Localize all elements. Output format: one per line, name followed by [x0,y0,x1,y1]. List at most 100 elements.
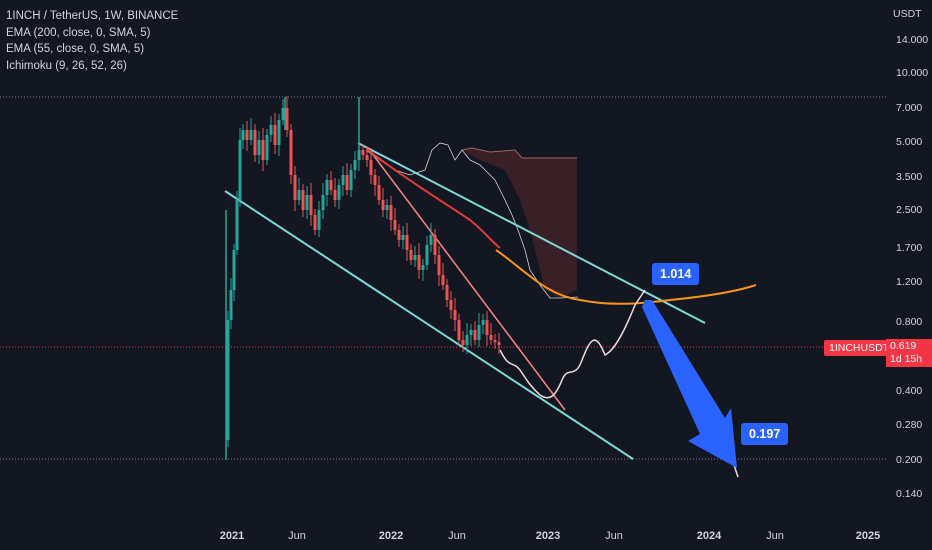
candles [225,96,501,460]
candle-body [313,215,317,230]
candle-body [445,285,449,300]
candle-body [473,330,477,340]
price-tick-label: 0.200 [896,454,923,466]
price-tick-label: 0.280 [896,419,923,431]
projection-path [499,289,646,399]
candle-body [497,342,501,345]
candle-body [229,290,233,320]
price-tick-label: 7.000 [896,102,923,114]
candle-body [289,130,293,175]
candle-body [257,140,261,155]
candle-body [485,320,489,335]
candle-body [389,205,393,220]
price-axis-currency: USDT [893,8,922,20]
candle-body [469,330,473,335]
ichimoku-leading-span [461,147,577,159]
candle-body [361,150,365,155]
candle-body [489,335,493,340]
candle-body [245,130,249,140]
candle-body [301,190,305,210]
candle-body [429,235,433,245]
target-high-callout[interactable]: 1.014 [652,263,700,285]
ichimoku-cloud [462,148,577,298]
candle-body [373,175,377,185]
price-tick-label: 0.800 [896,316,923,328]
candle-body [401,235,405,240]
candle-body [369,160,373,175]
candle-body [269,125,273,135]
candle-body [281,108,285,120]
candle-body [357,150,361,160]
down-arrow-icon [642,300,737,468]
time-tick-label: 2021 [219,530,245,542]
candle-body [461,340,465,345]
time-tick-label: Jun [605,530,623,542]
target-low-callout[interactable]: 0.197 [741,423,789,445]
candle-body [493,340,497,342]
candle-body [381,200,385,210]
ema200-line [495,249,757,305]
price-tick-label: 14.000 [896,34,929,46]
candle-body [235,200,239,250]
candle-body [405,235,409,250]
legend-symbol[interactable]: 1INCH / TetherUS, 1W, BINANCE [6,10,179,22]
ichimoku-lagging-span [365,142,579,299]
candle-body [317,210,321,230]
candle-body [249,130,253,140]
candle-body [409,250,413,260]
time-tick-label: 2025 [855,530,881,542]
candle-body [325,180,329,195]
candle-body [341,175,345,185]
candle-body [226,320,230,440]
candle-body [277,120,281,145]
price-tick-label: 0.400 [896,385,923,397]
legend-ichimoku[interactable]: Ichimoku (9, 26, 52, 26) [6,59,127,72]
current-price-value: 0.619 [890,340,917,352]
candle-body [261,140,265,160]
price-tick-label: 2.500 [896,204,923,216]
candle-body [241,130,245,140]
time-tick-label: 2023 [535,530,561,542]
candle-body [365,155,369,160]
current-price-label: 0.619 1d 15h [886,339,932,367]
candle-body [457,320,461,340]
candle-body [437,255,441,275]
candle-body [433,235,437,255]
price-tick-label: 5.000 [896,136,923,148]
candle-body [377,185,381,200]
candle-body [413,255,417,260]
candle-body [337,185,341,200]
legend-ema55[interactable]: EMA (55, close, 0, SMA, 5) [6,43,145,55]
candle-body [273,125,277,145]
price-tick-label: 1.700 [896,242,923,254]
time-tick-label: Jun [448,530,466,542]
ema55-line [367,149,501,249]
price-tick-label: 1.200 [896,276,923,288]
candle-body [305,195,309,210]
price-tick-label: 10.000 [896,67,929,79]
lower-channel-line [224,190,634,460]
time-tick-label: Jun [288,530,306,542]
upper-channel-line [357,142,706,324]
inner-trend-line [367,147,566,411]
candle-body [238,140,242,200]
candle-body [441,275,445,285]
candle-body [293,175,297,200]
time-tick-label: 2022 [378,530,404,542]
legend-ema200[interactable]: EMA (200, close, 0, SMA, 5) [6,26,151,39]
price-tick-label: 0.140 [896,488,923,500]
candle-body [477,325,481,340]
candle-body [465,335,469,345]
candle-body [297,190,301,200]
candle-body [393,220,397,230]
candle-body [421,265,425,270]
current-ticker-label: 1INCHUSDT [824,340,895,356]
candle-body [333,190,337,200]
candle-body [385,205,389,210]
candle-body [232,250,236,290]
candle-body [349,170,353,190]
time-tick-label: Jun [766,530,784,542]
candle-body [345,175,349,190]
candle-body [253,130,257,155]
